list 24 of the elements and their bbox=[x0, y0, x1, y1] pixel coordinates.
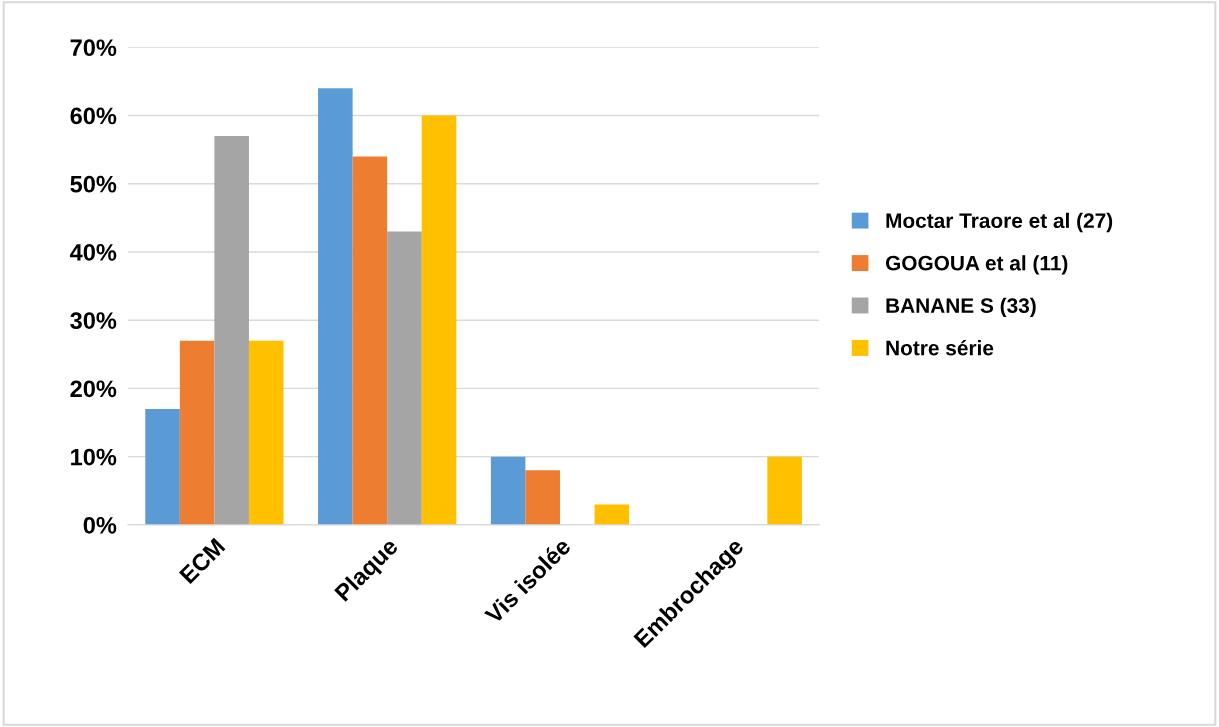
y-tick-label: 70% bbox=[70, 39, 117, 57]
bar bbox=[352, 156, 388, 525]
y-tick-label: 10% bbox=[71, 448, 117, 466]
bar bbox=[145, 408, 180, 525]
bar bbox=[318, 88, 353, 525]
bar bbox=[767, 456, 802, 525]
bar bbox=[179, 340, 215, 525]
y-tick-label: 60% bbox=[70, 107, 117, 125]
bar bbox=[525, 470, 560, 525]
legend-label: Moctar Traore et al (27) bbox=[886, 212, 1113, 233]
legend-label: GOGOUA et al (11) bbox=[885, 255, 1068, 275]
y-tick-label: 50% bbox=[70, 175, 117, 193]
y-tick-label: 30% bbox=[70, 312, 117, 330]
legend-label: BANANE S (33) bbox=[886, 297, 1036, 318]
y-tick-label: 20% bbox=[70, 380, 117, 398]
bar bbox=[214, 135, 249, 525]
bar bbox=[490, 456, 526, 525]
bar bbox=[594, 504, 630, 525]
y-tick-label: 40% bbox=[69, 244, 117, 261]
bar bbox=[421, 115, 457, 525]
bar bbox=[248, 340, 284, 525]
bar bbox=[387, 231, 422, 525]
legend-label: Notre série bbox=[886, 339, 994, 356]
y-tick-label: 0% bbox=[83, 516, 117, 534]
